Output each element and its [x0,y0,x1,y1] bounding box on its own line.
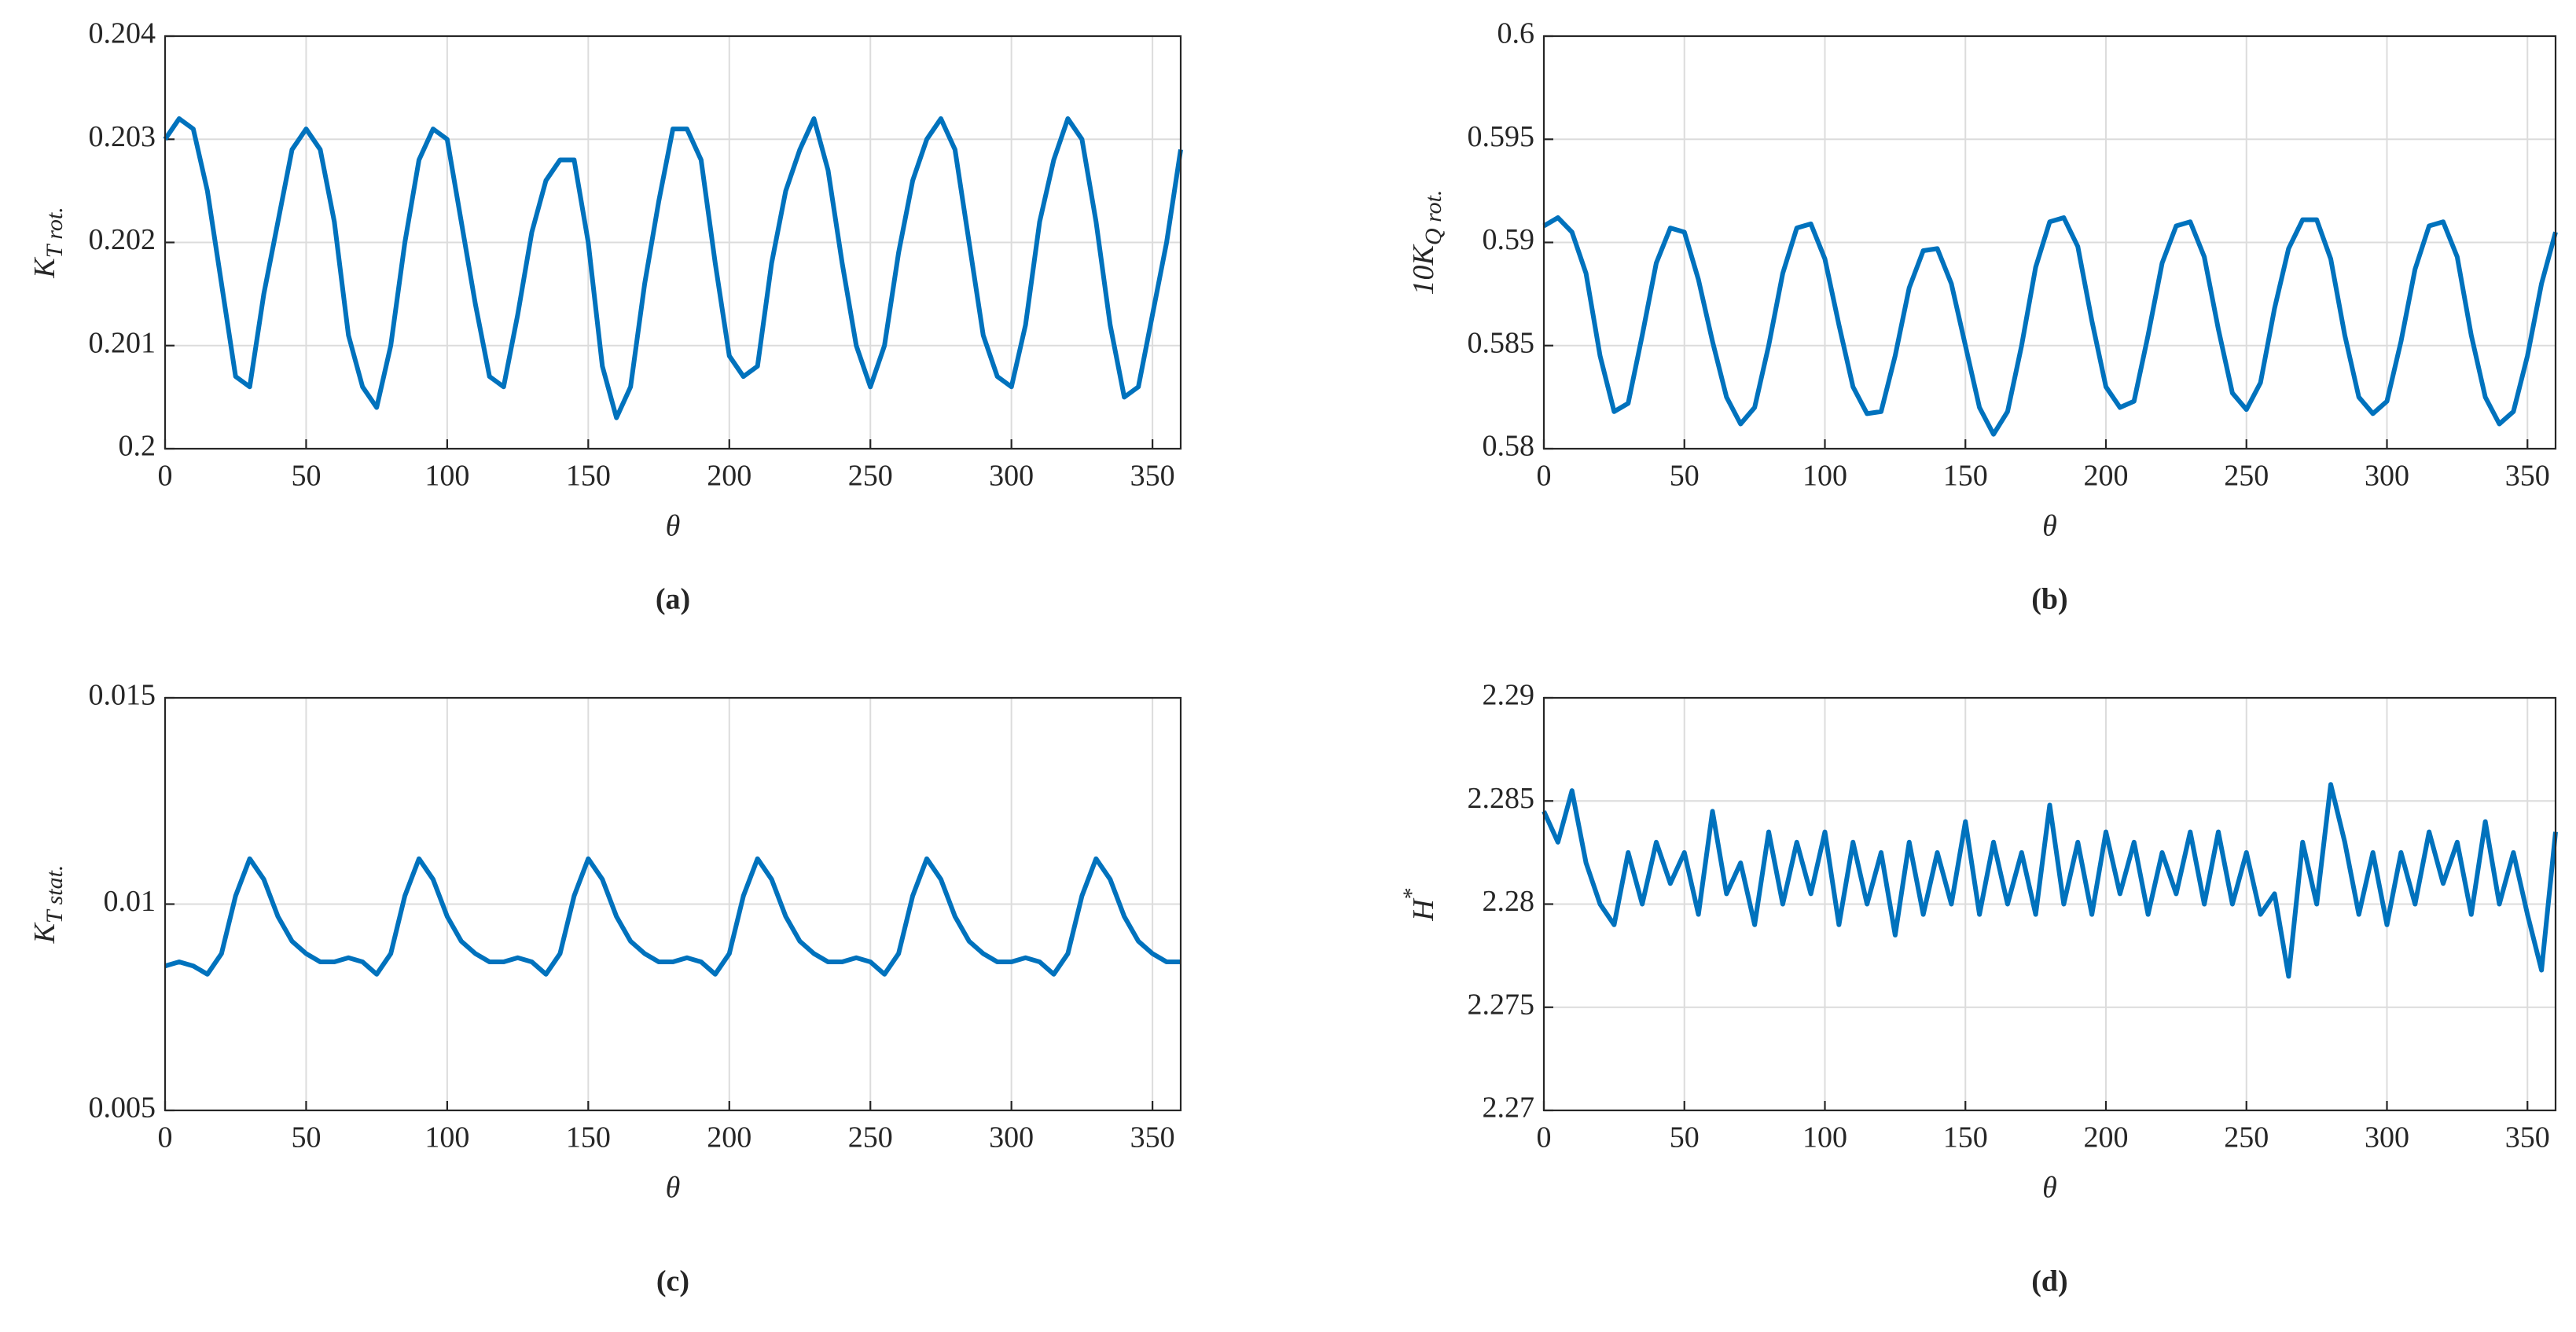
y-tick-label: 2.285 [1468,782,1535,815]
panel-label: (d) [2031,1265,2067,1298]
y-tick-label: 2.28 [1483,885,1535,918]
y-tick-label: 0.595 [1468,120,1535,153]
x-tick-label: 150 [566,1121,611,1154]
x-tick-label: 350 [1130,460,1175,493]
y-axis-label-sub: Q rot. [1420,190,1446,246]
y-tick-label: 2.29 [1483,679,1535,712]
data-line [1542,782,2558,979]
y-tick-label: 2.27 [1483,1092,1535,1125]
x-axis-label: θ [2042,1172,2057,1205]
x-tick-label: 300 [2365,460,2409,493]
data-line [1542,215,2558,437]
x-tick-label: 150 [1943,460,1988,493]
y-axis-label: 10KQ rot. [1407,190,1446,295]
x-tick-label: 250 [2224,1121,2269,1154]
x-axis-label: θ [2042,510,2057,543]
x-axis-label: θ [666,1172,681,1205]
x-tick-label: 50 [1670,1121,1700,1154]
y-tick-label: 0.201 [89,326,156,359]
x-tick-label: 50 [291,460,321,493]
x-tick-label: 200 [2084,460,2129,493]
x-tick-label: 100 [1802,1121,1847,1154]
plot-frame [1542,696,2557,1112]
y-tick-label: 0.015 [89,679,156,712]
plot-frame [164,696,1182,1112]
x-tick-label: 0 [158,1121,173,1154]
y-tick-label: 2.275 [1468,988,1535,1021]
y-tick-label: 0.202 [89,223,156,256]
y-tick-label: 0.204 [89,17,156,50]
y-axis-label: H* [1398,887,1440,921]
x-tick-label: 200 [707,460,751,493]
x-tick-label: 300 [2365,1121,2409,1154]
y-axis-label-sup: * [1398,887,1424,899]
x-tick-label: 200 [707,1121,751,1154]
y-axis-label-base: 10K [1407,244,1440,295]
x-tick-label: 0 [1537,460,1552,493]
y-axis-label-sub: T rot. [42,207,68,258]
data-line [163,116,1183,420]
x-tick-label: 250 [848,1121,893,1154]
plot-frame [1542,35,2557,450]
x-tick-label: 150 [1943,1121,1988,1154]
x-tick-label: 350 [2505,460,2550,493]
data-line [164,856,1181,977]
y-axis-label: KT stat. [28,865,68,945]
x-tick-label: 300 [989,460,1034,493]
x-tick-label: 150 [566,460,611,493]
y-axis-label-sub: T stat. [42,865,68,924]
y-tick-label: 0.6 [1497,17,1535,50]
y-tick-label: 0.203 [89,120,156,153]
panel-label: (c) [656,1265,689,1298]
x-tick-label: 200 [2084,1121,2129,1154]
y-axis-label: KT rot. [28,207,68,278]
x-tick-label: 100 [1802,460,1847,493]
x-tick-label: 350 [2505,1121,2550,1154]
y-axis-label-base: H [1407,897,1440,922]
panel-label: (b) [2031,583,2067,616]
panel-label: (a) [656,583,690,616]
y-tick-label: 0.58 [1483,430,1535,463]
y-tick-label: 0.59 [1483,223,1535,256]
x-tick-label: 100 [424,460,469,493]
x-tick-label: 0 [158,460,173,493]
x-tick-label: 250 [2224,460,2269,493]
x-tick-label: 250 [848,460,893,493]
y-tick-label: 0.2 [119,430,156,463]
x-tick-label: 350 [1130,1121,1175,1154]
plot-frame [164,35,1182,450]
y-axis-label-base: K [28,922,61,944]
y-tick-label: 0.585 [1468,326,1535,359]
x-axis-label: θ [666,510,681,543]
y-tick-label: 0.005 [89,1092,156,1125]
y-axis-label-base: K [28,257,61,279]
x-tick-label: 50 [291,1121,321,1154]
x-tick-label: 0 [1537,1121,1552,1154]
x-tick-label: 100 [424,1121,469,1154]
x-tick-label: 50 [1670,460,1700,493]
y-tick-label: 0.01 [104,885,156,918]
x-tick-label: 300 [989,1121,1034,1154]
